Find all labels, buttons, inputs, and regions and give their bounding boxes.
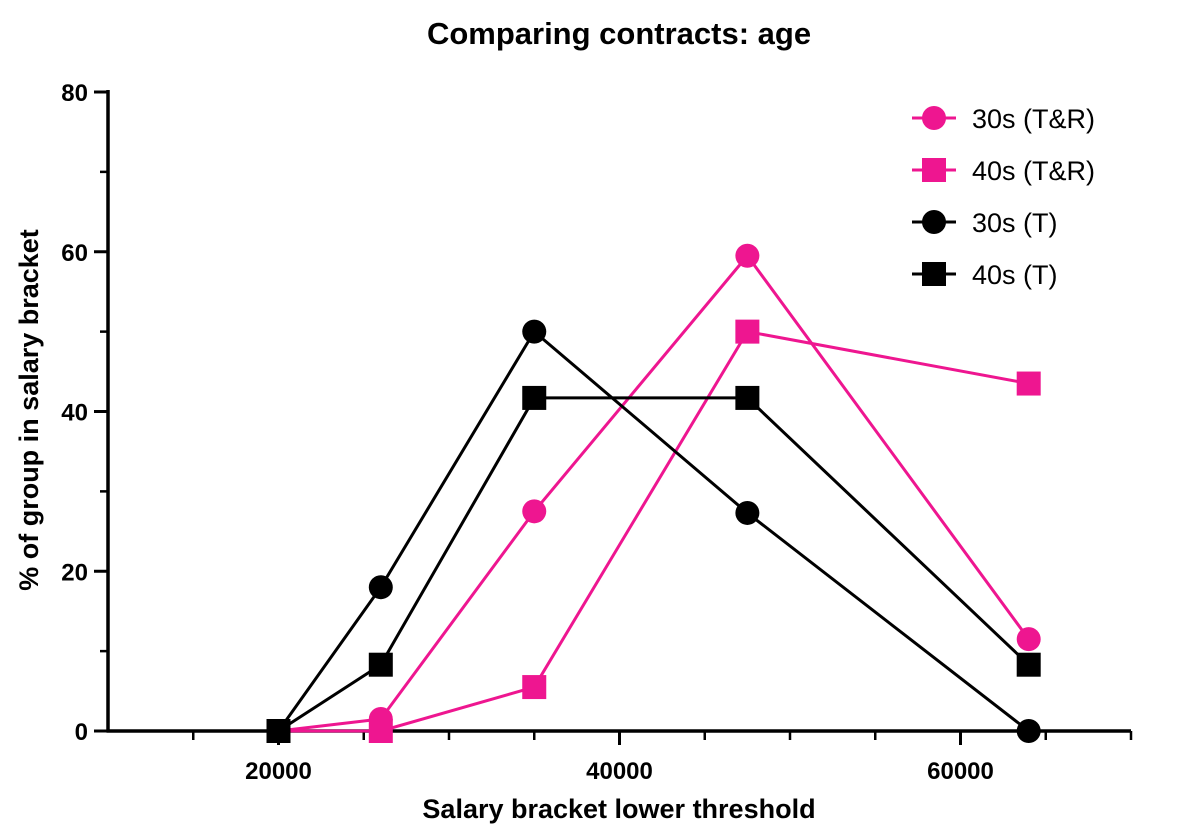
legend-item-2: 40s (T&R): [912, 156, 1095, 186]
y-tick-label: 80: [61, 80, 88, 107]
data-point: [522, 499, 547, 524]
x-tick-label: 60000: [927, 758, 994, 785]
y-tick-label: 40: [61, 400, 88, 427]
legend-item-4: 40s (T): [912, 260, 1058, 290]
x-axis-label: Salary bracket lower threshold: [422, 794, 815, 824]
series-3: [266, 319, 1041, 743]
data-point: [368, 652, 393, 677]
chart-title: Comparing contracts: age: [427, 16, 811, 51]
legend-label: 40s (T&R): [972, 156, 1095, 186]
legend-marker: [922, 210, 946, 234]
legend-marker: [922, 262, 946, 286]
y-tick-label: 20: [61, 559, 88, 586]
data-point: [1016, 371, 1041, 396]
data-point: [266, 719, 291, 743]
x-tick-label: 20000: [245, 758, 312, 785]
y-axis-label: % of group in salary bracket: [14, 229, 44, 591]
data-point: [522, 385, 547, 410]
data-point: [368, 719, 393, 743]
legend-marker: [922, 158, 946, 182]
legend: 30s (T&R) 40s (T&R) 30s (T) 40s (T): [912, 104, 1095, 290]
x-tick-label: 40000: [586, 758, 653, 785]
series-2: [266, 319, 1041, 743]
series-line: [277, 396, 1030, 733]
data-point: [735, 243, 760, 268]
legend-label: 30s (T&R): [972, 104, 1095, 134]
series-layer: [266, 243, 1041, 743]
data-point: [522, 319, 547, 344]
legend-item-3: 30s (T): [912, 208, 1058, 238]
data-point: [368, 575, 393, 600]
data-point: [1016, 652, 1041, 677]
axes: 0 20 40 60 80 20000 40000 60000: [61, 80, 1133, 785]
y-tick-label: 0: [75, 719, 88, 746]
legend-label: 40s (T): [972, 260, 1058, 290]
y-tick-label: 60: [61, 240, 88, 267]
data-point: [522, 675, 547, 700]
series-4: [266, 385, 1041, 743]
legend-label: 30s (T): [972, 208, 1058, 238]
data-point: [735, 385, 760, 410]
data-point: [735, 500, 760, 525]
data-point: [735, 319, 760, 344]
legend-item-1: 30s (T&R): [912, 104, 1095, 134]
data-point: [1016, 719, 1041, 743]
data-point: [1016, 627, 1041, 652]
legend-marker: [922, 106, 946, 130]
